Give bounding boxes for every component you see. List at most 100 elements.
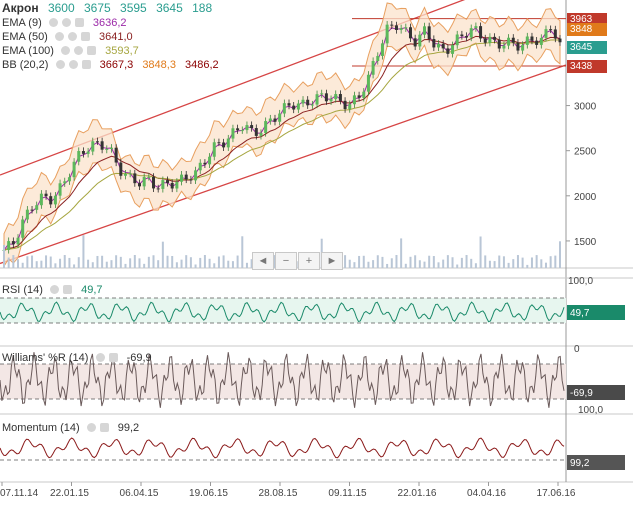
gear-icon[interactable] <box>95 353 105 362</box>
gear-icon[interactable] <box>74 46 84 55</box>
candle-body <box>77 151 81 162</box>
volume-bar <box>404 263 407 268</box>
legend-ema100[interactable]: EMA (100) 3593,7 <box>2 45 139 58</box>
candle-body <box>222 142 226 148</box>
candle-body <box>30 209 34 211</box>
legend-williams-value: -69,9 <box>126 352 152 364</box>
x-tick-label: 04.04.16 <box>467 488 506 499</box>
volume-bar <box>470 258 473 268</box>
volume-bar <box>241 236 244 268</box>
candle-body <box>184 174 188 180</box>
candle-body <box>441 43 445 49</box>
price-tag: 3438 <box>567 60 607 74</box>
close-icon[interactable] <box>108 353 118 362</box>
eye-icon[interactable] <box>61 46 71 55</box>
scroll-left-button[interactable]: ◄ <box>252 252 274 270</box>
candle-body <box>166 180 170 183</box>
volume-bar <box>17 259 20 268</box>
ohlc-low: 3595 <box>120 1 147 15</box>
volume-bar <box>21 262 24 268</box>
volume-bar <box>460 257 463 268</box>
legend-ema9[interactable]: EMA (9) 3636,2 <box>2 17 127 30</box>
volume-bar <box>521 257 524 268</box>
volume-bar <box>250 259 253 268</box>
candle-body <box>142 176 146 187</box>
gear-icon[interactable] <box>68 60 78 69</box>
instrument-name: Акрон <box>2 1 39 15</box>
volume-bar <box>353 262 356 268</box>
candle-body <box>483 38 487 43</box>
legend-rsi[interactable]: RSI (14) 49,7 <box>2 284 103 297</box>
eye-icon[interactable] <box>55 60 65 69</box>
volume-bar <box>82 235 85 268</box>
volume-bar <box>12 255 15 268</box>
candle-body <box>123 173 127 176</box>
x-tick-label: 28.08.15 <box>259 488 298 499</box>
legend-momentum[interactable]: Momentum (14) 99,2 <box>2 422 139 435</box>
scroll-right-button[interactable]: ► <box>321 252 343 270</box>
price-tag: 3645 <box>567 41 607 55</box>
candle-body <box>324 93 328 102</box>
volume-bar <box>418 260 421 268</box>
candle-body <box>479 26 483 39</box>
x-tick-label: 22.01.15 <box>50 488 89 499</box>
candle-body <box>25 209 29 220</box>
volume-bar <box>414 255 417 268</box>
momentum-value-tag-text: 99,2 <box>570 458 590 469</box>
close-icon[interactable] <box>80 32 90 41</box>
candle-body <box>282 103 286 114</box>
legend-ema50[interactable]: EMA (50) 3641,0 <box>2 31 133 44</box>
volume-bar <box>400 238 403 268</box>
volume-bar <box>358 255 361 268</box>
candle-body <box>535 40 539 45</box>
volume-bar <box>512 259 515 268</box>
legend-ema100-value: 3593,7 <box>105 45 139 57</box>
main-header: Акрон 3600 3675 3595 3645 188 <box>2 2 212 15</box>
volume-bar <box>91 262 94 268</box>
close-icon[interactable] <box>74 18 84 27</box>
volume-bar <box>59 258 62 268</box>
gear-icon[interactable] <box>67 32 77 41</box>
zoom-in-button[interactable]: + <box>298 252 320 270</box>
candle-body <box>371 61 375 75</box>
candle-body <box>310 104 314 106</box>
ohlc-high: 3675 <box>83 1 111 15</box>
close-icon[interactable] <box>99 423 109 432</box>
volume-bar <box>199 257 202 268</box>
volume-bar <box>119 256 122 268</box>
legend-bb[interactable]: BB (20,2) 3667,3 3848,3 3486,2 <box>2 59 219 72</box>
x-tick-label: 19.06.15 <box>189 488 228 499</box>
volume-bar <box>3 245 5 268</box>
candle-body <box>7 241 11 250</box>
gear-icon[interactable] <box>86 423 96 432</box>
legend-williams[interactable]: Williams' %R (14) -69,9 <box>2 352 152 365</box>
close-icon[interactable] <box>63 285 73 294</box>
volume-bar <box>423 261 426 268</box>
volume-bar <box>516 255 519 268</box>
candle-body <box>394 25 398 30</box>
volume-bar <box>502 256 505 268</box>
eye-icon[interactable] <box>48 18 58 27</box>
volume-bar <box>386 263 389 268</box>
zoom-out-button[interactable]: − <box>275 252 297 270</box>
volume-bar <box>49 256 52 268</box>
volume-bar <box>129 258 132 268</box>
eye-icon[interactable] <box>54 32 64 41</box>
candle-body <box>292 105 296 110</box>
candle-body <box>465 36 469 38</box>
volume-bar <box>559 241 561 268</box>
ohlc-volume: 188 <box>192 1 213 15</box>
ema50-line <box>3 35 561 251</box>
gear-icon[interactable] <box>61 18 71 27</box>
volume-bar <box>372 260 375 268</box>
volume-bar <box>31 255 34 268</box>
volume-bar <box>87 259 90 268</box>
volume-bar <box>110 260 113 268</box>
legend-rsi-name: RSI (14) <box>2 284 43 296</box>
gear-icon[interactable] <box>50 285 60 294</box>
legend-ema50-value: 3641,0 <box>98 31 133 43</box>
candle-body <box>432 38 436 48</box>
close-icon[interactable] <box>81 60 91 69</box>
volume-bar <box>465 255 468 268</box>
close-icon[interactable] <box>87 46 97 55</box>
